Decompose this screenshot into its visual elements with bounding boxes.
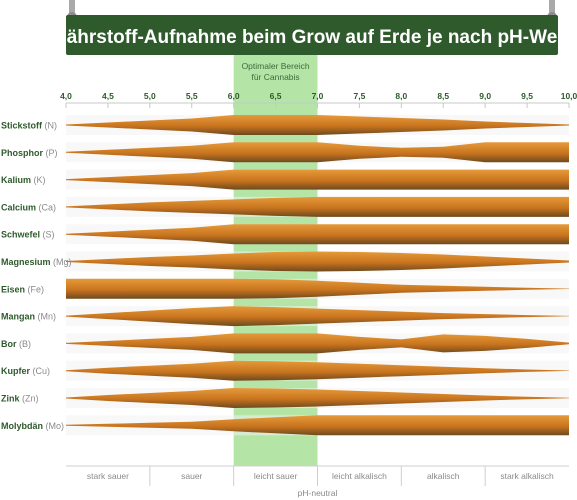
nutrient-symbol: (N) [45,121,58,131]
uptake-band [66,251,569,272]
nutrient-symbol: (B) [19,339,31,349]
uptake-band [66,388,569,408]
x-tick-label: 10,0 [561,91,577,101]
nutrient-label: Magnesium (Mg) [1,257,72,267]
zone-label: alkalisch [427,471,460,481]
uptake-band [66,224,569,245]
uptake-band [66,115,569,135]
nutrient-symbol: (Mn) [38,312,57,322]
nutrient-symbol: (Mg) [53,257,72,267]
x-tick-label: 4,0 [60,91,72,101]
nutrient-symbol: (Ca) [39,202,57,212]
x-tick-label: 5,0 [144,91,156,101]
nutrient-label: Kupfer (Cu) [1,366,50,376]
zone-label: sauer [181,471,202,481]
uptake-band [66,169,569,190]
nutrient-label: Molybdän (Mo) [1,421,64,431]
x-tick-label: 8,5 [437,91,449,101]
nutrient-label: Mangan (Mn) [1,312,56,322]
nutrient-label: Bor (B) [1,339,31,349]
x-tick-label: 5,5 [186,91,198,101]
optimal-range-label-line2: für Cannabis [251,72,299,82]
nutrient-symbol: (P) [46,148,58,158]
zone-label: leicht alkalisch [332,471,387,481]
x-tick-label: 7,5 [354,91,366,101]
x-tick-label: 6,0 [228,91,240,101]
nutrient-label: Eisen (Fe) [1,284,44,294]
uptake-band [66,333,569,354]
nutrient-symbol: (Zn) [22,394,39,404]
x-tick-label: 4,5 [102,91,114,101]
ph-neutral-label: pH-neutral [298,488,338,498]
title-board [66,15,558,55]
nutrient-label: Zink (Zn) [1,394,39,404]
optimal-range-label-line1: Optimaler Bereich [242,61,310,71]
x-tick-label: 9,5 [521,91,533,101]
nutrient-label: Schwefel (S) [1,230,55,240]
nutrient-label: Calcium (Ca) [1,202,56,212]
nutrient-symbol: (Cu) [33,366,51,376]
uptake-band [66,278,569,299]
uptake-band [66,306,569,327]
zone-label: stark alkalisch [500,471,554,481]
x-tick-label: 9,0 [479,91,491,101]
x-tick-label: 6,5 [270,91,282,101]
board-hanger-left [69,0,75,20]
nutrient-label: Stickstoff (N) [1,121,57,131]
x-tick-label: 8,0 [395,91,407,101]
nutrient-label: Phosphor (P) [1,148,58,158]
nutrient-symbol: (K) [34,175,46,185]
nutrient-label: Kalium (K) [1,175,46,185]
x-tick-label: 7,0 [312,91,324,101]
uptake-band [66,142,569,163]
uptake-band [66,196,569,217]
board-hanger-right [549,0,555,20]
nutrient-symbol: (Fe) [28,284,45,294]
nutrient-symbol: (Mo) [46,421,65,431]
uptake-band [66,415,569,436]
zone-label: stark sauer [87,471,129,481]
nutrient-symbol: (S) [43,230,55,240]
uptake-band [66,360,569,381]
zone-label: leicht sauer [254,471,298,481]
chart-title: Nährstoff-Aufnahme beim Grow auf Erde je… [53,27,572,48]
